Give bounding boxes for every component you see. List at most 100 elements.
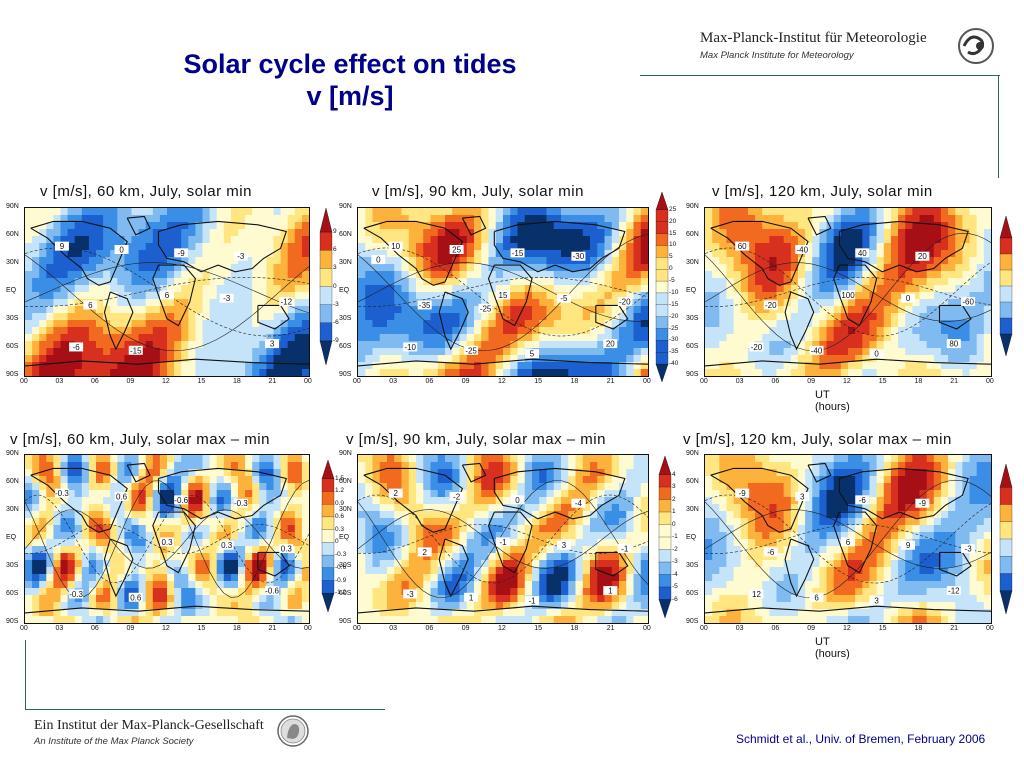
heatmap-cell: [575, 595, 584, 603]
heatmap-cell: [962, 278, 971, 286]
heatmap-cell: [159, 455, 168, 463]
heatmap-cell: [46, 369, 54, 376]
heatmap-cell: [131, 483, 140, 491]
heatmap-cell: [294, 313, 303, 321]
heatmap-cell: [252, 236, 260, 244]
heatmap-cell: [590, 257, 598, 265]
heatmap-cell: [273, 483, 282, 491]
heatmap-cell: [926, 215, 935, 223]
heatmap-cell: [67, 355, 76, 363]
heatmap-cell: [805, 229, 813, 237]
heatmap-cell: [387, 369, 395, 376]
heatmap-cell: [67, 581, 76, 589]
heatmap-cell: [553, 369, 562, 376]
heatmap-cell: [423, 595, 432, 603]
heatmap-cell: [582, 588, 591, 596]
heatmap-cell: [273, 299, 282, 307]
heatmap-cell: [488, 348, 497, 356]
heatmap-cell: [387, 567, 395, 575]
heatmap-cell: [726, 285, 735, 293]
heatmap-cell: [719, 306, 728, 314]
heatmap-cell: [840, 348, 849, 356]
heatmap-cell: [481, 567, 490, 575]
heatmap-cell: [379, 222, 388, 230]
heatmap-cell: [740, 229, 749, 237]
heatmap-cell: [294, 567, 303, 575]
heatmap-cell: [259, 553, 267, 561]
heatmap-cell: [474, 285, 482, 293]
heatmap-cell: [209, 567, 218, 575]
heatmap-cell: [474, 257, 482, 265]
heatmap-cell: [466, 539, 475, 547]
heatmap-cell: [510, 483, 519, 491]
heatmap-cell: [67, 532, 76, 540]
heatmap-cell: [39, 490, 47, 498]
heatmap-cell: [883, 362, 892, 370]
heatmap-cell: [394, 320, 403, 328]
heatmap-cell: [905, 348, 913, 356]
heatmap-cell: [940, 327, 949, 335]
heatmap-cell: [776, 355, 785, 363]
heatmap-cell: [481, 574, 490, 582]
heatmap-cell: [358, 229, 366, 237]
contour-label: -25: [465, 346, 477, 355]
heatmap-cell: [181, 362, 189, 370]
heatmap-cell: [138, 469, 147, 477]
heatmap-cell: [568, 483, 577, 491]
heatmap-cell: [619, 341, 627, 349]
heatmap-cell: [245, 588, 253, 596]
heatmap-cell: [202, 546, 211, 554]
heatmap-cell: [245, 362, 253, 370]
heatmap-cell: [445, 476, 453, 484]
heatmap-cell: [273, 327, 282, 335]
x-tick-label: 09: [461, 378, 470, 385]
heatmap-cell: [626, 257, 635, 265]
heatmap-cell: [152, 222, 161, 230]
heatmap-cell: [174, 609, 182, 617]
heatmap-cell: [273, 455, 282, 463]
heatmap-cell: [216, 271, 225, 279]
heatmap-cell: [124, 525, 133, 533]
heatmap-cell: [466, 292, 475, 300]
heatmap-cell: [445, 497, 453, 505]
heatmap-cell: [96, 588, 104, 596]
heatmap-cell: [755, 278, 763, 286]
heatmap-cell: [510, 348, 519, 356]
heatmap-cell: [287, 560, 296, 568]
heatmap-cell: [762, 229, 770, 237]
heatmap-cell: [481, 334, 490, 342]
heatmap-cell: [238, 483, 246, 491]
heatmap-cell: [46, 292, 54, 300]
heatmap-cell: [561, 327, 569, 335]
heatmap-cell: [110, 469, 118, 477]
heatmap-cell: [640, 222, 648, 230]
heatmap-cell: [387, 222, 395, 230]
heatmap-cell: [81, 222, 90, 230]
heatmap-cell: [67, 455, 76, 463]
heatmap-cell: [358, 264, 366, 272]
heatmap-cell: [117, 595, 125, 603]
heatmap-cell: [103, 497, 111, 505]
heatmap-cell: [53, 264, 62, 272]
heatmap-cell: [252, 455, 260, 463]
heatmap-cell: [819, 313, 828, 321]
heatmap-cell: [452, 588, 461, 596]
heatmap-cell: [74, 327, 83, 335]
heatmap-cell: [783, 369, 792, 376]
heatmap-cell: [568, 546, 577, 554]
heatmap-cell: [259, 271, 267, 279]
heatmap-cell: [379, 518, 388, 526]
heatmap-cell: [280, 574, 289, 582]
heatmap-cell: [826, 236, 835, 244]
heatmap-cell: [539, 341, 548, 349]
heatmap-cell: [705, 292, 713, 300]
heatmap-cell: [394, 285, 403, 293]
heatmap-cell: [159, 271, 168, 279]
heatmap-cell: [905, 362, 913, 370]
heatmap-cell: [575, 348, 584, 356]
heatmap-cell: [762, 313, 770, 321]
heatmap-cell: [131, 476, 140, 484]
heatmap-cell: [401, 476, 410, 484]
heatmap-cell: [633, 490, 642, 498]
